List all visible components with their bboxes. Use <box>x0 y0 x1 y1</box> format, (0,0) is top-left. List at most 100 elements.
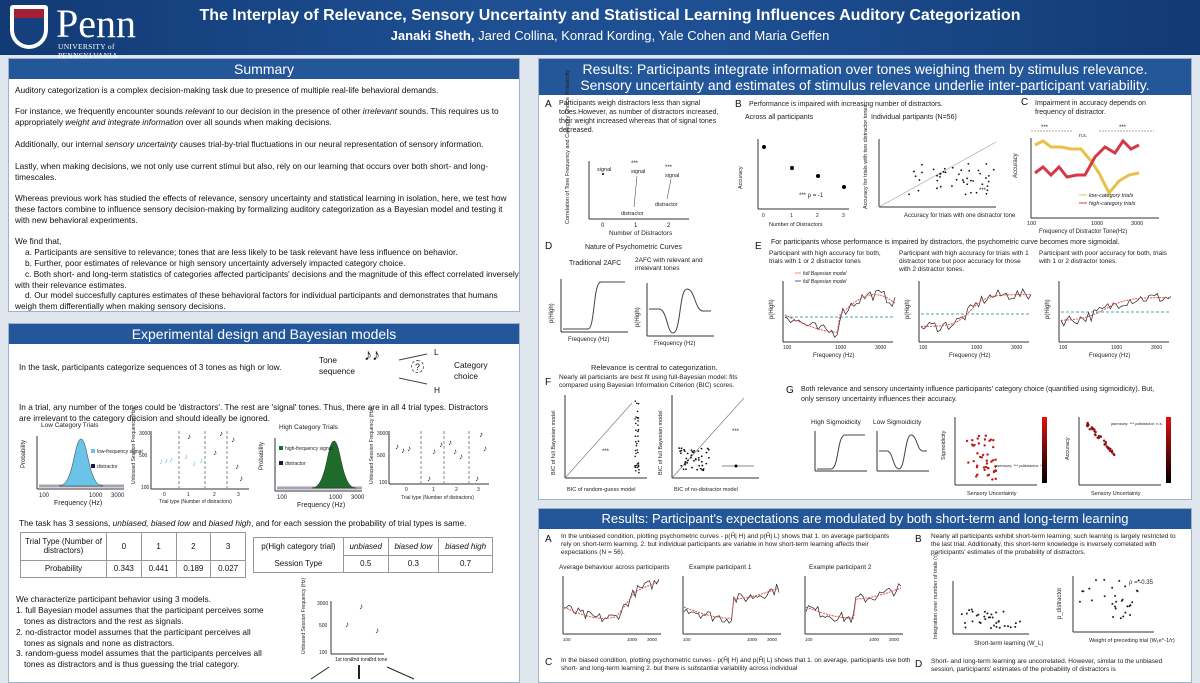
scatter-point <box>691 450 694 453</box>
data-curve <box>805 583 902 624</box>
summary-p1: Auditory categorization is a complex dec… <box>15 85 439 95</box>
figure-g-caption: Both relevance and sensory uncertainty i… <box>801 386 1155 403</box>
music-notes-icon: ♪♪ <box>364 347 380 364</box>
svg-text:100: 100 <box>919 345 928 351</box>
scatter-point <box>985 163 988 165</box>
summary-d: d. Our model succesfully captures estima… <box>15 290 498 311</box>
scatter-point <box>936 179 939 182</box>
panel-title: Results: Participant's expectations are … <box>539 509 1191 529</box>
scatter-point <box>635 416 637 418</box>
scatter-point <box>997 620 1000 623</box>
scatter-point <box>977 169 980 172</box>
session-table: p(High category trial) unbiased biased low… <box>253 537 493 573</box>
scatter-point <box>680 464 683 467</box>
scatter-point <box>705 462 708 465</box>
svg-text:3000: 3000 <box>889 637 900 642</box>
scatter-point <box>691 466 694 469</box>
svg-text:low-category trials: low-category trials <box>1089 193 1134 199</box>
logo-subtitle: UNIVERSITY of PENNSYLVANIA <box>58 42 118 60</box>
scatter-point <box>966 177 969 180</box>
scatter-point <box>994 477 997 481</box>
figure-a-plot: Correlation of Tone Frequency and Catego… <box>565 69 689 237</box>
note-mark: ♪ <box>448 438 452 447</box>
scatter-point <box>936 174 939 177</box>
scatter-point <box>990 613 993 616</box>
figure-letter-a: A <box>545 99 552 110</box>
scatter-point <box>686 452 689 455</box>
scatter-point <box>965 439 969 443</box>
figure-letter-c: C <box>545 657 553 668</box>
scatter-point <box>1093 430 1096 433</box>
scatter-point <box>635 440 637 443</box>
scatter-point <box>970 191 972 194</box>
scatter-point <box>992 470 996 474</box>
figure-f-title: Relevance is central to categorization. <box>591 363 718 372</box>
scatter-point <box>998 626 1001 629</box>
scatter-point <box>635 444 638 447</box>
distractor-frequency-plot: Accuracy *** n.s. *** low-category trial… <box>1013 125 1159 235</box>
figure-letter-b: B <box>915 534 922 545</box>
scatter-point <box>992 439 995 442</box>
scatter-point <box>634 449 637 452</box>
psychometric-plot-3: p(High) 100 1000 3000 Frequency (Hz) <box>1045 281 1172 359</box>
scatter-point <box>634 466 637 468</box>
scatter-point <box>1014 622 1017 625</box>
note-mark: ♪ <box>483 444 487 453</box>
scatter-point <box>986 612 989 615</box>
scatter-point <box>634 465 636 467</box>
figure-letter-e: E <box>755 241 762 252</box>
scatter-point <box>939 173 941 175</box>
scatter-point <box>637 424 639 426</box>
scatter-point <box>1104 441 1107 444</box>
svg-text:ρ = -0.35: ρ = -0.35 <box>1129 580 1154 586</box>
note-mark: ♪ <box>459 452 463 461</box>
scatter-point <box>921 163 923 166</box>
scatter-point <box>985 192 988 195</box>
high-category-distribution: Probability 100 1000 3000 Frequency (Hz) h… <box>259 438 365 509</box>
scatter-point <box>690 456 692 459</box>
svg-text:3000: 3000 <box>1151 345 1162 351</box>
scatter-point <box>683 448 686 451</box>
figure-letter-b: B <box>735 99 742 110</box>
svg-text:Unbiased Session Frequency (Hz: Unbiased Session Frequency (Hz) <box>369 408 375 484</box>
note-mark: ♪ <box>187 432 191 441</box>
scatter-point <box>992 445 995 449</box>
scatter-point <box>951 185 953 188</box>
scatter-point <box>973 443 976 447</box>
svg-text:Number of Distractors: Number of Distractors <box>769 222 823 228</box>
scatter-point <box>701 464 704 467</box>
scatter-point <box>700 460 703 463</box>
figure-b-sub1: Across all participants <box>745 114 814 121</box>
scatter-point <box>971 610 974 613</box>
relevance-psychometric-curve: p(High) Frequency (Hz) <box>635 283 714 347</box>
scatter-point <box>635 452 637 455</box>
svg-text:***: *** <box>602 449 610 455</box>
high-sigmoidicity-curve <box>814 431 867 472</box>
low-sigmoidicity-curve <box>876 431 929 472</box>
figure-a-caption: In the unbiased condition, plotting psyc… <box>561 533 890 556</box>
scatter-point <box>1108 449 1112 453</box>
scatter-point <box>932 168 935 171</box>
scatter-point <box>983 615 986 618</box>
scatter-point <box>944 171 947 174</box>
scatter-point <box>637 430 639 433</box>
note-mark: ♪ <box>231 435 235 444</box>
authors: Janaki Sheth, Jared Collina, Konrad Kord… <box>170 28 1050 43</box>
scatter-point <box>962 181 965 184</box>
scatter-point <box>982 466 986 469</box>
svg-text:100: 100 <box>683 637 691 642</box>
bic-no-distractor-plot: BIC of full Bayesian model *** BIC of no… <box>658 395 759 493</box>
svg-text:*** ρ = -1: *** ρ = -1 <box>799 193 824 199</box>
model-curve <box>563 581 660 619</box>
svg-text:3000: 3000 <box>767 637 778 642</box>
svg-text:full Bayesian model: full Bayesian model <box>803 271 847 277</box>
scatter-point <box>984 434 987 437</box>
scatter-point <box>967 162 970 165</box>
scatter-point <box>977 434 981 438</box>
svg-text:100: 100 <box>1059 345 1068 351</box>
scatter-point <box>1103 578 1106 581</box>
scatter-point <box>634 422 637 425</box>
svg-text:BIC of full Bayesian model: BIC of full Bayesian model <box>551 410 557 475</box>
scatter-point <box>698 464 701 467</box>
svg-text:3000: 3000 <box>647 637 658 642</box>
